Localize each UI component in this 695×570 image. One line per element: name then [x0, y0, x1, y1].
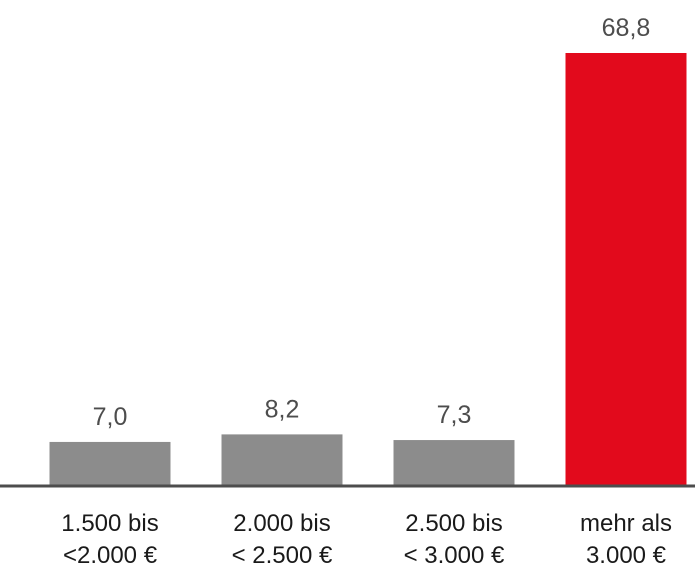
category-label-1-line-1: 1.500 bis: [61, 510, 158, 537]
bar-2: [221, 434, 343, 486]
category-label-1-line-2: <2.000 €: [63, 542, 158, 569]
bars-group: [49, 53, 687, 486]
category-labels-group: 1.500 bis <2.000 € 2.000 bis < 2.500 € 2.500…: [61, 510, 672, 569]
value-label-1: 7,0: [93, 403, 128, 431]
value-labels-group: 7,0 8,2 7,3 68,8: [93, 14, 651, 431]
bar-3: [393, 440, 515, 486]
bar-4: [565, 53, 687, 486]
category-label-2-line-2: < 2.500 €: [232, 542, 333, 569]
category-label-2-line-1: 2.000 bis: [233, 510, 330, 537]
category-label-3-line-1: 2.500 bis: [405, 510, 502, 537]
category-label-3-line-2: < 3.000 €: [404, 542, 505, 569]
bar-1: [49, 441, 171, 486]
category-label-4-line-2: 3.000 €: [586, 542, 667, 569]
value-label-2: 8,2: [265, 395, 300, 423]
value-label-4: 68,8: [602, 14, 651, 42]
category-label-4-line-1: mehr als: [580, 510, 672, 537]
value-label-3: 7,3: [437, 401, 472, 429]
